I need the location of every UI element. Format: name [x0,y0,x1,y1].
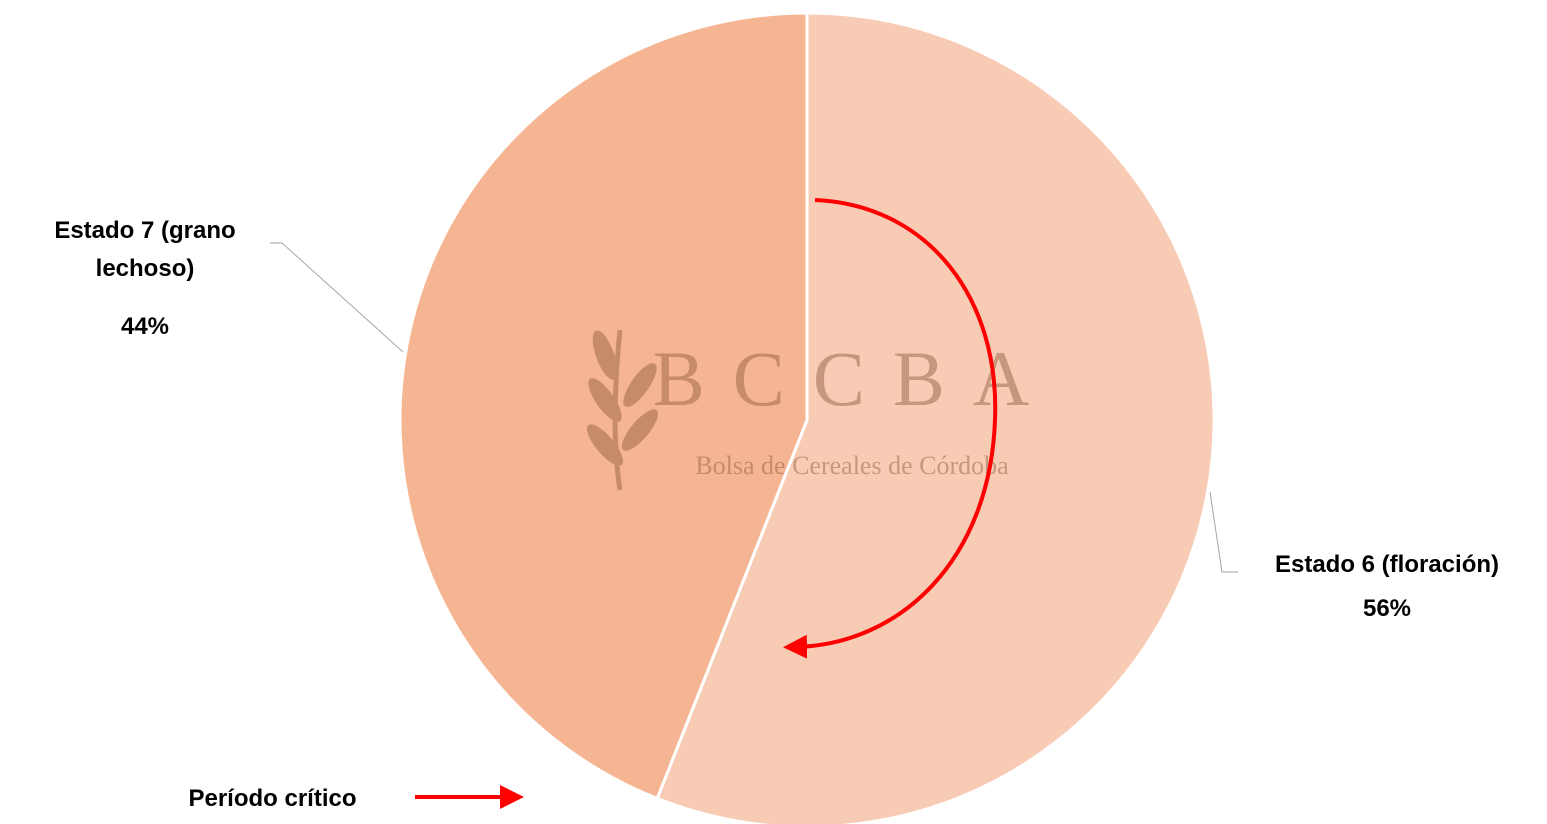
wheat-grain [588,378,622,422]
category-label: Estado 7 (grano lechoso) [54,217,236,282]
critical-period-arrow [783,198,998,659]
watermark: BCCBA Bolsa de Cereales de Córdoba [586,329,1057,491]
pie-slice [655,11,1216,824]
wheat-grain [621,409,659,451]
legend-label: Período crítico [188,785,357,812]
wheat-grain [586,424,624,466]
pie-slice [398,11,809,801]
wheat-stem [612,329,623,491]
value-label: 56% [1362,595,1412,622]
value-label: 44% [120,313,170,340]
leader-line [1209,491,1238,573]
watermark-title: BCCBA [653,335,1057,422]
category-label: Estado 6 (floración) [1274,551,1500,578]
leader-line [281,242,404,353]
watermark-subtitle: Bolsa de Cereales de Córdoba [695,451,1009,480]
wheat-grain [623,363,657,407]
pie [398,11,1216,824]
wheat-grain [592,330,618,380]
